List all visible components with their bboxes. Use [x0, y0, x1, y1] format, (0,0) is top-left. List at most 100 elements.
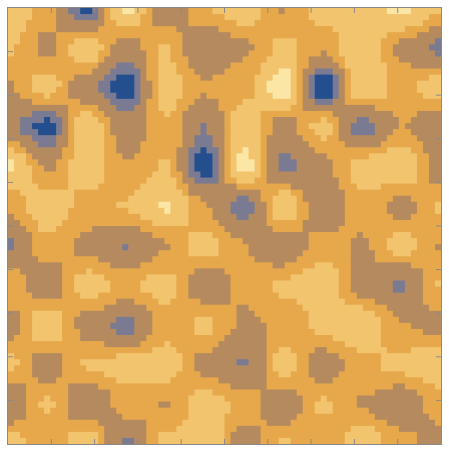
heatmap-cell	[284, 110, 292, 118]
heatmap-cell	[62, 250, 69, 257]
heatmap-cell	[158, 395, 165, 403]
heatmap-cell	[98, 165, 105, 173]
heatmap-cell	[278, 44, 286, 51]
heatmap-cell	[68, 238, 75, 245]
heatmap-cell	[278, 50, 286, 58]
heatmap-cell	[134, 335, 141, 342]
heatmap-cell	[338, 74, 346, 82]
heatmap-cell	[14, 256, 21, 263]
heatmap-cell	[140, 401, 147, 409]
heatmap-cell	[200, 377, 208, 385]
heatmap-cell	[80, 50, 87, 58]
heatmap-cell	[182, 365, 190, 372]
heatmap-cell	[320, 165, 328, 173]
heatmap-cell	[356, 147, 364, 154]
heatmap-cell	[128, 353, 135, 360]
heatmap-cell	[212, 371, 220, 378]
heatmap-cell	[404, 419, 412, 427]
heatmap-cell	[8, 92, 15, 100]
heatmap-cell	[302, 383, 310, 391]
heatmap-cell	[116, 347, 123, 354]
heatmap-cell	[194, 335, 202, 342]
heatmap-cell	[248, 298, 256, 306]
heatmap-cell	[224, 365, 232, 372]
heatmap-cell	[320, 310, 328, 318]
heatmap-cell	[26, 207, 33, 215]
heatmap-cell	[374, 117, 382, 124]
heatmap-cell	[104, 26, 111, 33]
heatmap-cell	[332, 413, 340, 421]
heatmap-cell	[272, 56, 280, 64]
heatmap-cell	[332, 159, 340, 167]
heatmap-cell	[398, 14, 406, 21]
heatmap-cell	[410, 110, 418, 118]
heatmap-cell	[134, 195, 141, 203]
heatmap-cell	[230, 123, 238, 130]
heatmap-cell	[410, 26, 418, 33]
heatmap-cell	[164, 14, 171, 21]
heatmap-cell	[20, 341, 27, 348]
heatmap-cell	[146, 280, 153, 288]
heatmap-cell	[236, 365, 244, 372]
heatmap-cell	[236, 413, 244, 421]
heatmap-cell	[62, 413, 69, 421]
heatmap-cell	[422, 129, 430, 136]
heatmap-cell	[320, 244, 328, 251]
heatmap-cell	[98, 153, 105, 160]
heatmap-cell	[374, 292, 382, 300]
heatmap-cell	[128, 419, 135, 427]
heatmap-cell	[368, 92, 376, 100]
heatmap-cell	[176, 50, 183, 58]
heatmap-cell	[368, 213, 376, 221]
heatmap-cell	[152, 256, 159, 263]
heatmap-cell	[20, 38, 27, 45]
heatmap-cell	[392, 341, 400, 348]
heatmap-cell	[248, 98, 256, 106]
heatmap-cell	[362, 413, 370, 421]
heatmap-cell	[194, 92, 202, 100]
heatmap-cell	[146, 32, 153, 39]
heatmap-cell	[110, 135, 117, 142]
heatmap-cell	[272, 310, 280, 318]
heatmap-cell	[302, 232, 310, 239]
heatmap-cell	[176, 238, 183, 245]
heatmap-cell	[380, 26, 388, 33]
heatmap-cell	[188, 316, 196, 324]
heatmap-cell	[110, 268, 117, 276]
heatmap-cell	[50, 335, 57, 342]
heatmap-cell	[128, 238, 135, 245]
heatmap-cell	[332, 359, 340, 366]
heatmap-cell	[332, 232, 340, 239]
heatmap-cell	[218, 401, 226, 409]
heatmap-cell	[248, 328, 256, 336]
heatmap-cell	[308, 56, 316, 64]
heatmap-cell	[314, 383, 322, 391]
heatmap-cell	[50, 189, 57, 197]
heatmap-cell	[32, 407, 39, 415]
heatmap-cell	[272, 347, 280, 354]
heatmap-cell	[314, 389, 322, 397]
heatmap-cell	[146, 123, 153, 130]
heatmap-cell	[236, 371, 244, 378]
heatmap-cell	[368, 219, 376, 227]
heatmap-cell	[416, 62, 424, 70]
heatmap-cell	[260, 14, 268, 21]
heatmap-cell	[398, 383, 406, 391]
heatmap-cell	[104, 207, 111, 215]
heatmap-cell	[410, 256, 418, 263]
heatmap-cell	[68, 256, 75, 263]
heatmap-cell	[290, 32, 298, 39]
heatmap-cell	[302, 147, 310, 154]
heatmap-cell	[422, 353, 430, 360]
heatmap-cell	[14, 389, 21, 397]
heatmap-cell	[200, 50, 208, 58]
heatmap-cell	[224, 86, 232, 94]
heatmap-cell	[86, 310, 93, 318]
heatmap-cell	[86, 359, 93, 366]
heatmap-cell	[296, 189, 304, 197]
heatmap-cell	[170, 389, 177, 397]
heatmap-cell	[260, 195, 268, 203]
heatmap-cell	[350, 50, 358, 58]
heatmap-cell	[302, 135, 310, 142]
heatmap-cell	[20, 147, 27, 154]
